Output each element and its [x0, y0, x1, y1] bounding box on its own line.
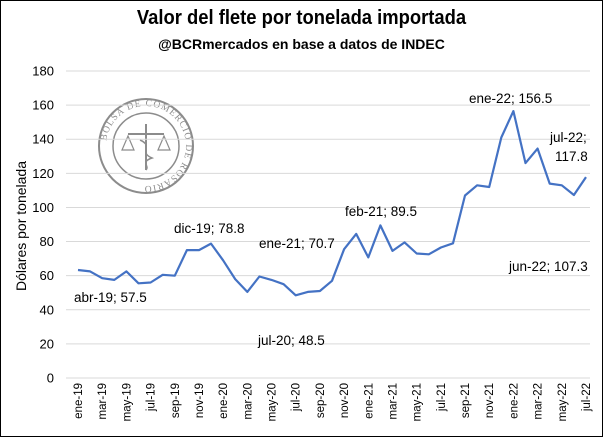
x-tick-label: may-22	[557, 383, 569, 421]
x-tick-label: may-19	[121, 383, 133, 421]
x-tick-label: jul-21	[436, 383, 448, 412]
x-tick-label: mar-22	[533, 383, 545, 419]
x-tick-label: ene-21	[363, 383, 375, 419]
y-tick-label: 40	[40, 302, 54, 317]
y-tick-label: 0	[47, 371, 54, 386]
data-label: feb-21; 89.5	[345, 204, 417, 219]
y-tick-label: 160	[32, 98, 54, 113]
x-tick-label: sep-21	[460, 383, 472, 418]
data-label: ene-22; 156.5	[469, 91, 552, 106]
x-tick-label: ene-19	[73, 383, 85, 419]
data-label: dic-19; 78.8	[174, 221, 245, 236]
y-tick-label: 140	[32, 132, 54, 147]
x-tick-label: jul-19	[146, 383, 158, 412]
x-tick-label: may-20	[267, 383, 279, 421]
x-tick-label: mar-21	[387, 383, 399, 419]
x-tick-label: sep-19	[170, 383, 182, 418]
data-label: ene-21; 70.7	[259, 236, 335, 251]
x-tick-label: mar-20	[242, 383, 254, 419]
x-tick-label: mar-19	[97, 383, 109, 419]
data-label: 117.8	[555, 149, 588, 164]
x-tick-label: nov-20	[339, 383, 351, 418]
x-tick-label: nov-19	[194, 383, 206, 418]
y-tick-label: 60	[40, 268, 54, 283]
y-tick-label: 80	[40, 234, 54, 249]
series-line	[77, 109, 587, 297]
y-axis-label: Dólares por tonelada	[13, 161, 29, 291]
y-tick-label: 20	[40, 336, 54, 351]
data-label: abr-19; 57.5	[74, 290, 147, 305]
bcr-seal-watermark: BOLSA DE COMERCIO DE ROSARIO	[98, 98, 194, 194]
y-tick-label: 120	[32, 166, 54, 181]
x-tick-label: may-21	[412, 383, 424, 421]
chart-subtitle: @BCRmercados en base a datos de INDEC	[158, 36, 445, 52]
x-tick-label: jul-22	[581, 383, 593, 412]
x-tick-label: sep-20	[315, 383, 327, 418]
chart-title: Valor del flete por tonelada importada	[136, 7, 467, 29]
x-tick-label: jul-20	[291, 383, 303, 412]
data-label: jun-22; 107.3	[508, 259, 588, 274]
y-tick-label: 100	[32, 200, 54, 215]
data-label: jul-20; 48.5	[257, 333, 325, 348]
x-tick-label: nov-21	[484, 383, 496, 418]
y-tick-label: 180	[32, 64, 54, 79]
x-tick-label: ene-20	[218, 383, 230, 419]
x-tick-label: ene-22	[508, 383, 520, 419]
data-label: jul-22;	[549, 130, 587, 145]
